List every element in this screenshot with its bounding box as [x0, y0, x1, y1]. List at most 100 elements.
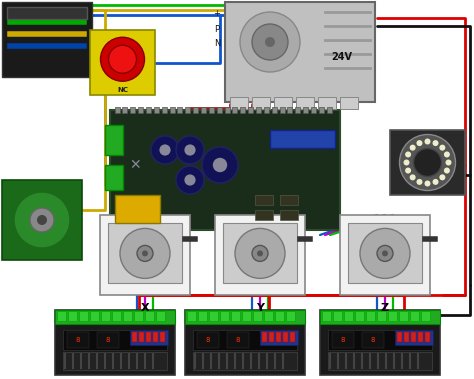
Bar [260, 330, 298, 345]
Bar [255, 195, 273, 205]
Bar [411, 332, 416, 342]
Bar [283, 332, 288, 342]
Circle shape [439, 145, 446, 150]
Bar [223, 223, 297, 283]
Bar [198, 311, 207, 321]
Bar [287, 107, 292, 113]
Bar [146, 107, 151, 113]
Bar [280, 107, 285, 113]
Circle shape [142, 251, 148, 257]
Bar [270, 130, 335, 148]
Bar [67, 332, 89, 348]
Circle shape [377, 245, 393, 262]
Bar [296, 97, 314, 109]
Bar [63, 330, 167, 350]
Bar [355, 311, 364, 321]
Bar [280, 210, 298, 220]
Bar [105, 125, 123, 155]
Bar [280, 195, 298, 205]
Circle shape [202, 147, 238, 183]
Bar [240, 107, 245, 113]
Text: N: N [214, 39, 220, 49]
Bar [193, 107, 198, 113]
Bar [90, 30, 155, 95]
Circle shape [403, 160, 410, 166]
Bar [130, 107, 135, 113]
Circle shape [405, 168, 411, 174]
Bar [132, 332, 137, 342]
Circle shape [444, 168, 450, 174]
Bar [404, 332, 409, 342]
Bar [319, 107, 324, 113]
Bar [340, 215, 430, 295]
Circle shape [439, 174, 446, 180]
Text: ✕: ✕ [129, 158, 141, 172]
Bar [399, 311, 408, 321]
Bar [105, 165, 123, 190]
Bar [262, 332, 267, 342]
Bar [264, 311, 273, 321]
Bar [115, 195, 160, 223]
Bar [290, 332, 295, 342]
Circle shape [400, 135, 456, 191]
Bar [160, 332, 165, 342]
Bar [225, 107, 230, 113]
Circle shape [433, 140, 438, 146]
Bar [320, 310, 440, 375]
Bar [108, 223, 182, 283]
Text: P: P [214, 25, 219, 33]
Bar [101, 311, 110, 321]
Circle shape [405, 152, 411, 157]
Circle shape [37, 215, 47, 225]
Circle shape [417, 179, 422, 185]
Bar [395, 330, 433, 345]
Text: 8: 8 [76, 337, 80, 343]
Circle shape [425, 180, 430, 186]
Bar [146, 332, 151, 342]
Circle shape [137, 245, 153, 262]
Circle shape [184, 174, 196, 186]
Text: X: X [141, 303, 149, 313]
Bar [185, 310, 305, 375]
Bar [348, 223, 422, 283]
Circle shape [433, 179, 438, 185]
Bar [303, 107, 308, 113]
Bar [242, 311, 251, 321]
Bar [253, 311, 262, 321]
Circle shape [120, 229, 170, 279]
Circle shape [257, 251, 263, 257]
Circle shape [417, 140, 422, 146]
Bar [421, 311, 430, 321]
Circle shape [30, 208, 54, 232]
Bar [68, 311, 77, 321]
Bar [295, 107, 300, 113]
Bar [55, 310, 175, 324]
Bar [256, 107, 261, 113]
Text: 24V: 24V [331, 52, 353, 62]
Text: 8: 8 [341, 337, 345, 343]
Bar [112, 311, 121, 321]
Bar [328, 352, 432, 370]
Circle shape [425, 138, 430, 144]
Circle shape [252, 245, 268, 262]
Bar [390, 130, 465, 195]
Circle shape [100, 37, 145, 81]
Bar [269, 332, 274, 342]
Text: NC: NC [117, 87, 128, 93]
Bar [197, 332, 219, 348]
Circle shape [109, 45, 137, 73]
Bar [264, 107, 269, 113]
Circle shape [444, 152, 450, 157]
Bar [154, 107, 159, 113]
Bar [156, 311, 165, 321]
Bar [139, 332, 144, 342]
Circle shape [240, 12, 300, 72]
Circle shape [14, 192, 70, 248]
Text: 8: 8 [236, 337, 240, 343]
Bar [344, 311, 353, 321]
Bar [134, 311, 143, 321]
Bar [209, 311, 218, 321]
Bar [170, 107, 175, 113]
Bar [225, 2, 375, 102]
Text: 8: 8 [371, 337, 375, 343]
